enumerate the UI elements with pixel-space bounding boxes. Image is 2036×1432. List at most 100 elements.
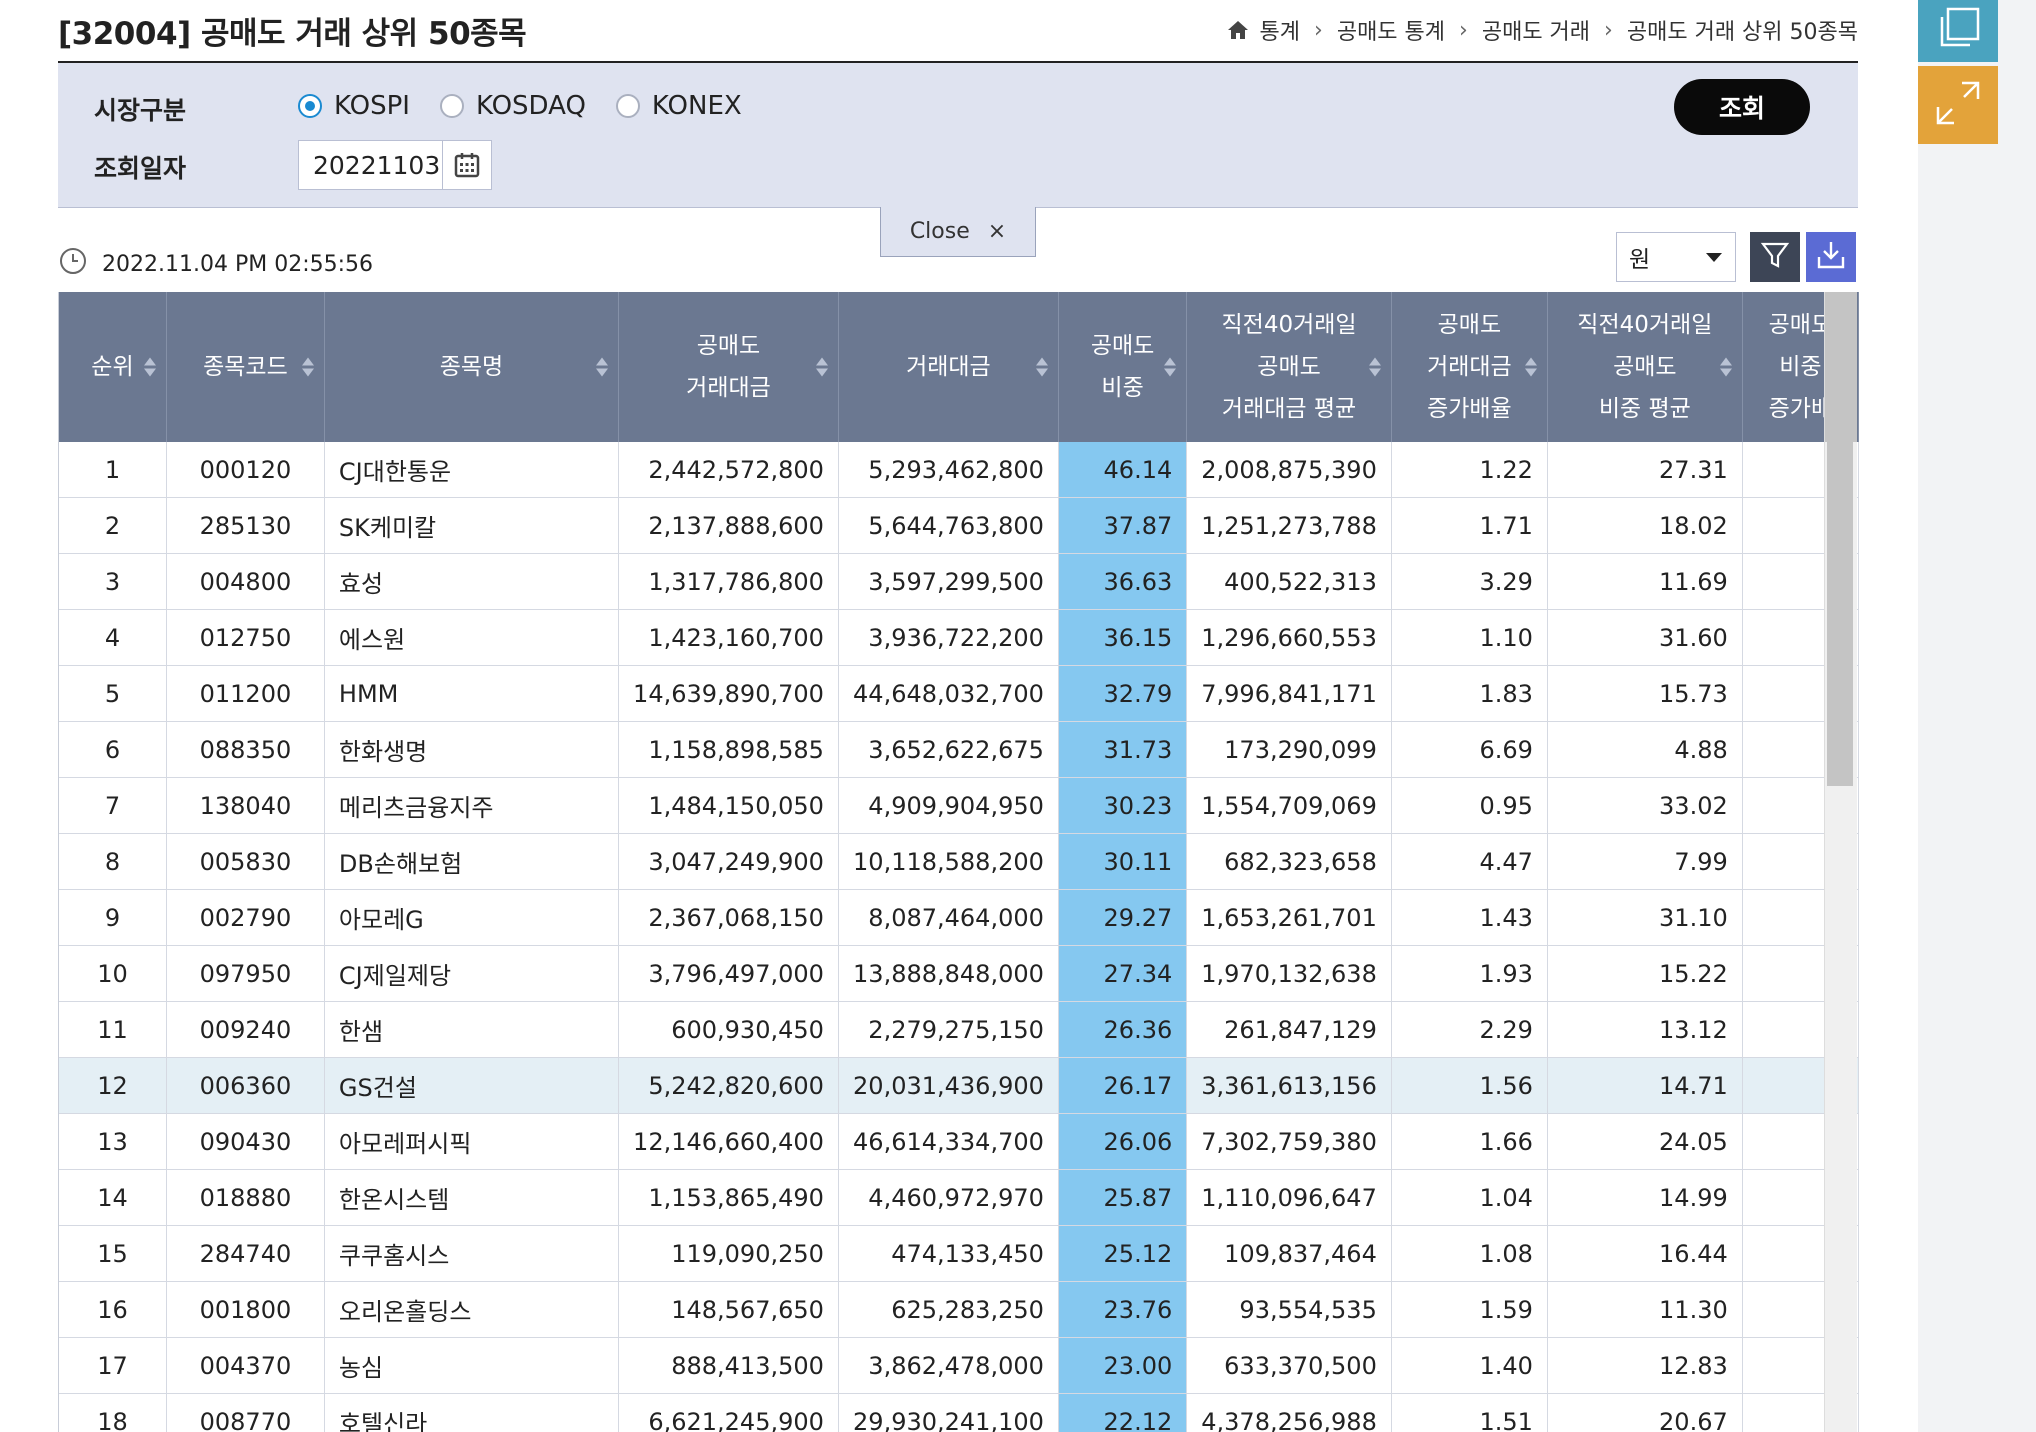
cell-mult: 1.22: [1391, 442, 1548, 498]
table-row[interactable]: 11 009240 한샘 600,930,450 2,279,275,150 26.36 2…: [59, 1001, 1859, 1058]
cell-mult: 1.71: [1391, 497, 1548, 554]
home-icon[interactable]: [1226, 19, 1250, 41]
table-row[interactable]: 12 006360 GS건설 5,242,820,600 20,031,436,900 2…: [59, 1057, 1859, 1114]
radio-kosdaq[interactable]: KOSDAQ: [439, 91, 586, 121]
cell-mult: 1.40: [1391, 1337, 1548, 1394]
cell-ratio: 30.23: [1058, 777, 1188, 834]
radio-unselected-icon[interactable]: [439, 94, 464, 118]
vertical-scrollbar[interactable]: [1824, 292, 1857, 1432]
cell-amt: 3,936,722,200: [838, 609, 1059, 666]
column-header-mult[interactable]: 공매도 거래대금 증가배율: [1391, 292, 1548, 442]
breadcrumb-item[interactable]: 공매도 통계: [1336, 20, 1446, 45]
download-icon: [1815, 239, 1847, 275]
table-row[interactable]: 3 004800 효성 1,317,786,800 3,597,299,500 36.63…: [59, 553, 1859, 610]
column-header-label: 거래대금: [839, 346, 1058, 388]
filter-button[interactable]: [1750, 232, 1800, 282]
expand-button[interactable]: [1918, 66, 1998, 144]
column-header-amt[interactable]: 거래대금: [838, 292, 1059, 442]
table-row[interactable]: 15 284740 쿠쿠홈시스 119,090,250 474,133,450 25.12…: [59, 1225, 1859, 1282]
table-row[interactable]: 14 018880 한온시스템 1,153,865,490 4,460,972,970 2…: [59, 1169, 1859, 1226]
cell-name: 오리온홀딩스: [324, 1281, 620, 1338]
cell-name: 쿠쿠홈시스: [324, 1225, 620, 1282]
column-header-rank[interactable]: 순위: [59, 292, 167, 442]
table-row[interactable]: 1 000120 CJ대한통운 2,442,572,800 5,293,462,800 4…: [59, 442, 1859, 498]
table-row[interactable]: 10 097950 CJ제일제당 3,796,497,000 13,888,848,00…: [59, 945, 1859, 1002]
sort-icon[interactable]: [1524, 357, 1537, 377]
breadcrumb-item[interactable]: 공매도 거래: [1481, 20, 1591, 45]
sort-icon[interactable]: [1368, 357, 1381, 377]
radio-konex[interactable]: KONEX: [615, 91, 742, 121]
copy-button[interactable]: [1918, 0, 1998, 62]
cell-name: 아모레퍼시픽: [324, 1113, 620, 1170]
table-row[interactable]: 7 138040 메리츠금융지주 1,484,150,050 4,909,904,950…: [59, 777, 1859, 834]
cell-name: 한샘: [324, 1001, 620, 1058]
sort-up-icon: [1524, 357, 1537, 366]
cell-amt: 4,909,904,950: [838, 777, 1059, 834]
cell-avg40_ratio: 15.22: [1547, 945, 1743, 1002]
table-row[interactable]: 5 011200 HMM 14,639,890,700 44,648,032,700 32…: [59, 665, 1859, 722]
cell-amt: 5,644,763,800: [838, 497, 1059, 554]
table-row[interactable]: 13 090430 아모레퍼시픽 12,146,660,400 46,614,334,7…: [59, 1113, 1859, 1170]
cell-rank: 8: [59, 833, 167, 890]
cell-avg40_ratio: 20.67: [1547, 1393, 1743, 1432]
calendar-icon[interactable]: [442, 141, 491, 189]
unit-select[interactable]: 원: [1616, 232, 1736, 282]
table-row[interactable]: 16 001800 오리온홀딩스 148,567,650 625,283,250 23.7…: [59, 1281, 1859, 1338]
table-row[interactable]: 17 004370 농심 888,413,500 3,862,478,000 23.00 6…: [59, 1337, 1859, 1394]
breadcrumb-item[interactable]: 공매도 거래 상위 50종목: [1626, 20, 1858, 45]
cell-avg40_amt: 173,290,099: [1186, 721, 1392, 778]
search-button[interactable]: 조회: [1674, 79, 1810, 135]
radio-unselected-icon[interactable]: [615, 94, 640, 118]
download-button[interactable]: [1806, 232, 1856, 282]
table-row[interactable]: 8 005830 DB손해보험 3,047,249,900 10,118,588,200…: [59, 833, 1859, 890]
column-header-avg40_amt[interactable]: 직전40거래일 공매도 거래대금 평균: [1186, 292, 1392, 442]
sort-icon[interactable]: [1164, 357, 1177, 377]
sort-icon[interactable]: [815, 357, 828, 377]
cell-mult: 1.10: [1391, 609, 1548, 666]
cell-amt: 474,133,450: [838, 1225, 1059, 1282]
scrollbar-thumb[interactable]: [1827, 442, 1853, 786]
date-label: 조회일자: [94, 154, 187, 183]
cell-mult: 3.29: [1391, 553, 1548, 610]
table-row[interactable]: 2 285130 SK케미칼 2,137,888,600 5,644,763,800 37…: [59, 497, 1859, 554]
table-row[interactable]: 4 012750 에스원 1,423,160,700 3,936,722,200 36.1…: [59, 609, 1859, 666]
cell-mult: 0.95: [1391, 777, 1548, 834]
cell-rank: 13: [59, 1113, 167, 1170]
sort-icon[interactable]: [596, 357, 609, 377]
table-row[interactable]: 18 008770 호텔신라 6,621,245,900 29,930,241,100 2…: [59, 1393, 1859, 1432]
column-header-label: 공매도 거래대금 증가배율: [1392, 304, 1547, 430]
sort-icon[interactable]: [1035, 357, 1048, 377]
breadcrumb-item[interactable]: 통계: [1259, 20, 1301, 45]
column-header-ratio[interactable]: 공매도 비중: [1058, 292, 1188, 442]
cell-rank: 14: [59, 1169, 167, 1226]
column-header-label: 종목명: [325, 346, 618, 388]
column-header-short_amt[interactable]: 공매도 거래대금: [618, 292, 839, 442]
sort-up-icon: [1719, 357, 1732, 366]
cell-rank: 12: [59, 1057, 167, 1114]
column-header-line: 종목명: [439, 354, 504, 380]
date-input[interactable]: [299, 149, 455, 181]
sort-up-icon: [1368, 357, 1381, 366]
radio-selected-icon[interactable]: [298, 94, 322, 118]
close-label: Close: [909, 219, 970, 244]
column-header-code[interactable]: 종목코드: [166, 292, 325, 442]
cell-amt: 5,293,462,800: [838, 442, 1059, 498]
radio-label: KOSPI: [334, 91, 410, 121]
cell-avg40_ratio: 11.30: [1547, 1281, 1743, 1338]
column-header-label: 공매도 비중: [1059, 325, 1186, 409]
table-row[interactable]: 6 088350 한화생명 1,158,898,585 3,652,622,675 31.…: [59, 721, 1859, 778]
cell-short_amt: 1,484,150,050: [618, 777, 839, 834]
sort-icon[interactable]: [143, 357, 156, 377]
table-row[interactable]: 9 002790 아모레G 2,367,068,150 8,087,464,000 29.…: [59, 889, 1859, 946]
column-header-name[interactable]: 종목명: [324, 292, 620, 442]
cell-avg40_amt: 682,323,658: [1186, 833, 1392, 890]
radio-kospi[interactable]: KOSPI: [298, 91, 410, 121]
cell-avg40_amt: 1,970,132,638: [1186, 945, 1392, 1002]
sort-icon[interactable]: [301, 357, 314, 377]
cell-code: 005830: [166, 833, 325, 890]
close-panel-button[interactable]: Close ×: [880, 207, 1036, 257]
sort-icon[interactable]: [1719, 357, 1732, 377]
cell-short_amt: 3,047,249,900: [618, 833, 839, 890]
column-header-avg40_ratio[interactable]: 직전40거래일 공매도 비중 평균: [1547, 292, 1743, 442]
cell-ratio: 26.36: [1058, 1001, 1188, 1058]
